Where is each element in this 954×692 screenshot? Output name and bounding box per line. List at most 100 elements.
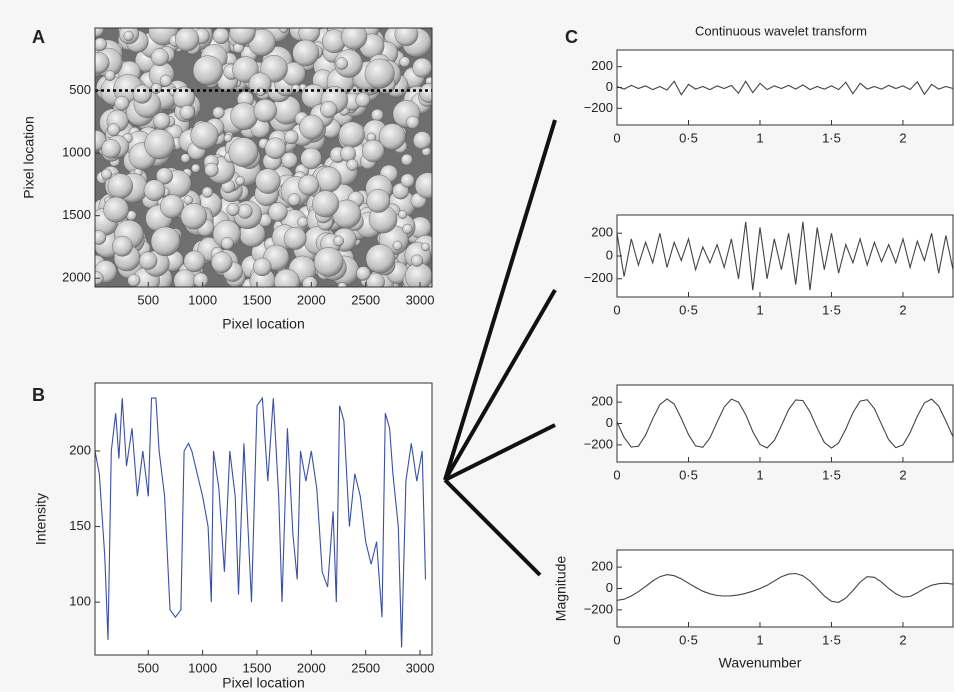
- plot-border: [94, 27, 433, 288]
- grain: [253, 98, 277, 123]
- grain: [334, 49, 363, 78]
- grain: [273, 268, 300, 287]
- x-tick-label: 1: [756, 302, 763, 317]
- grain: [180, 203, 207, 230]
- grain: [312, 190, 339, 218]
- y-tick-label: 0: [606, 247, 613, 262]
- grain: [399, 56, 411, 68]
- x-tick-label: 2: [899, 130, 906, 145]
- grain: [204, 162, 219, 177]
- grain: [284, 129, 299, 145]
- grain: [264, 137, 287, 160]
- grain: [268, 202, 288, 222]
- x-tick-label: 1·5: [822, 302, 841, 317]
- x-tick-label: 0: [613, 467, 620, 482]
- grain: [400, 173, 415, 188]
- grain: [230, 102, 258, 131]
- x-tick-label: 0: [613, 632, 620, 647]
- grain: [292, 39, 320, 67]
- grain: [229, 28, 256, 45]
- grain: [410, 254, 424, 267]
- y-tick-label: 2000: [62, 270, 91, 285]
- grain: [104, 70, 116, 81]
- x-tick-label: 0: [613, 302, 620, 317]
- grain: [220, 236, 234, 250]
- grain: [313, 247, 344, 277]
- grain: [150, 48, 169, 67]
- grain: [302, 276, 318, 287]
- panel-label: A: [32, 27, 45, 47]
- y-axis-label: Intensity: [33, 493, 49, 545]
- grain: [320, 100, 338, 118]
- grain: [153, 112, 171, 130]
- x-tick-label: 0·5: [679, 467, 698, 482]
- grain: [287, 193, 301, 207]
- y-tick-label: −200: [584, 436, 613, 451]
- grain: [362, 139, 385, 163]
- grain: [392, 182, 409, 200]
- grain: [398, 210, 408, 219]
- grain: [95, 52, 110, 74]
- grain: [192, 55, 223, 86]
- x-tick-label: 1500: [243, 292, 272, 307]
- x-axis-label: Pixel location: [222, 675, 305, 691]
- x-tick-label: 1: [756, 632, 763, 647]
- y-tick-label: 0: [606, 79, 613, 94]
- y-tick-label: 100: [69, 594, 91, 609]
- grain: [421, 242, 430, 252]
- x-tick-label: 1: [756, 467, 763, 482]
- grain: [174, 28, 200, 52]
- y-tick-label: 200: [591, 394, 613, 409]
- y-tick-label: 200: [591, 225, 613, 240]
- y-tick-label: 1500: [62, 207, 91, 222]
- grain: [112, 235, 133, 257]
- y-axis-label: Pixel location: [21, 116, 37, 199]
- y-tick-label: 200: [69, 442, 91, 457]
- grain: [143, 179, 166, 201]
- grain: [95, 37, 107, 51]
- grain: [212, 28, 230, 45]
- x-tick-label: 3000: [406, 292, 435, 307]
- x-tick-label: 500: [137, 660, 159, 675]
- grain: [366, 189, 391, 213]
- grain: [365, 244, 395, 274]
- grain: [193, 272, 209, 287]
- grain: [139, 251, 158, 270]
- photo: [95, 28, 432, 287]
- grain: [132, 84, 152, 104]
- grain: [401, 153, 413, 166]
- grain: [335, 57, 349, 70]
- data-line: [94, 396, 427, 648]
- y-axis-label: Magnitude: [553, 556, 569, 622]
- grain: [298, 174, 319, 196]
- grain: [283, 227, 307, 250]
- y-tick-label: 200: [591, 559, 613, 574]
- grain: [123, 30, 134, 41]
- grain: [95, 28, 105, 38]
- x-tick-label: 2000: [297, 660, 326, 675]
- grain: [419, 83, 432, 103]
- grain: [183, 195, 193, 205]
- grain: [191, 163, 201, 173]
- grain: [298, 28, 320, 44]
- x-tick-label: 1000: [188, 660, 217, 675]
- x-axis-label: Wavenumber: [719, 655, 802, 671]
- grain: [346, 158, 359, 171]
- x-tick-label: 1·5: [822, 467, 841, 482]
- x-tick-label: 0·5: [679, 302, 698, 317]
- grain: [179, 104, 195, 121]
- x-tick-label: 1·5: [822, 130, 841, 145]
- grain: [338, 121, 365, 148]
- y-tick-label: 200: [591, 58, 613, 73]
- x-tick-label: 2: [899, 467, 906, 482]
- x-tick-label: 1·5: [822, 632, 841, 647]
- plot-frame: [616, 549, 954, 628]
- grain: [95, 230, 107, 245]
- plot-border: [94, 382, 433, 656]
- grain: [281, 152, 298, 169]
- grain: [223, 133, 233, 143]
- y-tick-label: 0: [606, 415, 613, 430]
- grain: [414, 172, 432, 199]
- x-axis-label: Pixel location: [222, 316, 305, 332]
- grain: [392, 240, 403, 251]
